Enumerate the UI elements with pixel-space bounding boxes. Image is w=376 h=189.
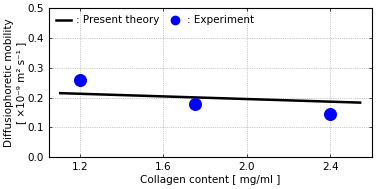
X-axis label: Collagen content [ mg/ml ]: Collagen content [ mg/ml ] <box>140 175 280 185</box>
Point <box>77 78 83 81</box>
Legend: : Present theory, : Experiment: : Present theory, : Experiment <box>54 13 256 28</box>
Point <box>327 112 333 115</box>
Y-axis label: Diffusiophoretic mobility
[ ×10⁻⁹ m² s⁻¹ ]: Diffusiophoretic mobility [ ×10⁻⁹ m² s⁻¹… <box>4 18 26 147</box>
Point <box>191 102 197 105</box>
